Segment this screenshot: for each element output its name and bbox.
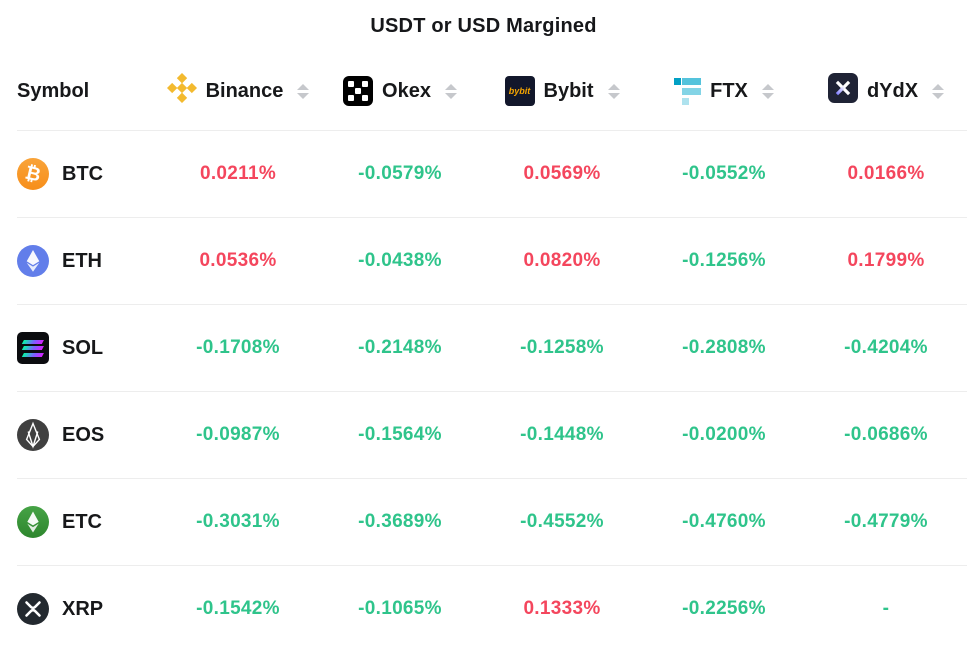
funding-rate-value: -0.3689% [358, 511, 442, 532]
okex-icon [343, 76, 374, 106]
eos-icon [17, 419, 49, 451]
symbol-cell: ETC [17, 506, 157, 538]
funding-rate-value: -0.4760% [682, 511, 766, 532]
symbol-label: SOL [62, 336, 104, 359]
funding-rate-value: -0.0579% [358, 163, 442, 184]
funding-rate-value: -0.2808% [682, 337, 766, 358]
funding-rate-table: Symbol Binance Okex [0, 52, 967, 652]
column-header-label: FTX [710, 79, 748, 102]
funding-rate-value: -0.1258% [520, 337, 604, 358]
binance-icon [166, 72, 197, 109]
funding-rate-value: -0.1564% [358, 424, 442, 445]
symbol-label: BTC [62, 162, 104, 185]
etc-icon [17, 506, 49, 538]
symbol-cell: ₿ BTC [17, 158, 157, 190]
sol-icon [17, 332, 49, 364]
funding-rate-value: 0.0211% [199, 163, 277, 184]
bybit-logo-text: bybit [508, 86, 531, 96]
funding-rate-value: -0.0686% [844, 424, 928, 445]
table-row: XRP -0.1542% -0.1065% 0.1333% -0.2256% - [17, 565, 967, 652]
funding-rate-value: -0.4779% [844, 511, 928, 532]
symbol-cell: SOL [17, 332, 157, 364]
bybit-icon: bybit [504, 76, 535, 106]
funding-rate-value: -0.1256% [682, 250, 766, 271]
symbol-label: ETC [62, 510, 102, 533]
table-body: ₿ BTC 0.0211% -0.0579% 0.0569% -0.0552% 0.01… [0, 130, 967, 652]
column-header-label: Bybit [543, 79, 594, 102]
sort-button[interactable] [444, 83, 457, 99]
funding-rate-value: -0.0438% [358, 250, 442, 271]
funding-rate-value: -0.4204% [844, 337, 928, 358]
sort-button[interactable] [607, 83, 620, 99]
btc-icon: ₿ [17, 158, 49, 190]
symbol-label: XRP [62, 597, 104, 620]
funding-rate-value: -0.1448% [520, 424, 604, 445]
ftx-icon [674, 77, 702, 105]
symbol-column-header: Symbol [17, 79, 90, 102]
funding-rate-value: -0.1542% [196, 598, 280, 619]
funding-rate-value: -0.0552% [682, 163, 766, 184]
sort-button[interactable] [761, 83, 774, 99]
funding-rate-value: 0.0166% [847, 163, 925, 184]
funding-rate-value: 0.0820% [523, 250, 601, 271]
dydx-icon [827, 73, 858, 109]
symbol-cell: EOS [17, 419, 157, 451]
funding-rate-value: -0.2148% [358, 337, 442, 358]
sort-button[interactable] [297, 83, 310, 99]
sort-button[interactable] [932, 83, 945, 99]
column-header-binance[interactable]: Binance [157, 72, 319, 109]
table-row: ₿ BTC 0.0211% -0.0579% 0.0569% -0.0552% 0.01… [17, 130, 967, 217]
column-header-bybit[interactable]: bybit Bybit [481, 76, 643, 106]
column-header-label: dYdX [866, 79, 919, 102]
table-row: ETC -0.3031% -0.3689% -0.4552% -0.4760% -0.4… [17, 478, 967, 565]
table-header-row: Symbol Binance Okex [17, 52, 967, 130]
symbol-cell: XRP [17, 593, 157, 625]
funding-rate-value: 0.1333% [523, 598, 601, 619]
column-header-label: Binance [205, 79, 284, 102]
symbol-label: ETH [62, 249, 102, 272]
table-row: SOL -0.1708% -0.2148% -0.1258% -0.2808% -0.4… [17, 304, 967, 391]
symbol-label: EOS [62, 423, 105, 446]
funding-rate-value: - [882, 598, 890, 619]
funding-rate-value: 0.1799% [847, 250, 925, 271]
table-row: EOS -0.0987% -0.1564% -0.1448% -0.0200% -0.0… [17, 391, 967, 478]
funding-rate-value: -0.1708% [196, 337, 280, 358]
column-header-label: Okex [382, 79, 431, 102]
funding-rate-value: -0.3031% [196, 511, 280, 532]
column-header-ftx[interactable]: FTX [643, 77, 805, 105]
xrp-icon [17, 593, 49, 625]
table-row: ETH 0.0536% -0.0438% 0.0820% -0.1256% 0.1799… [17, 217, 967, 304]
page-title: USDT or USD Margined [370, 14, 597, 37]
column-header-dydx[interactable]: dYdX [805, 73, 967, 109]
funding-rate-value: 0.0536% [199, 250, 277, 271]
funding-rate-value: -0.0987% [196, 424, 280, 445]
funding-rate-value: -0.2256% [682, 598, 766, 619]
eth-icon [17, 245, 49, 277]
funding-rate-value: 0.0569% [523, 163, 601, 184]
column-header-okex[interactable]: Okex [319, 76, 481, 106]
funding-rate-value: -0.1065% [358, 598, 442, 619]
symbol-cell: ETH [17, 245, 157, 277]
funding-rate-value: -0.0200% [682, 424, 766, 445]
funding-rate-value: -0.4552% [520, 511, 604, 532]
